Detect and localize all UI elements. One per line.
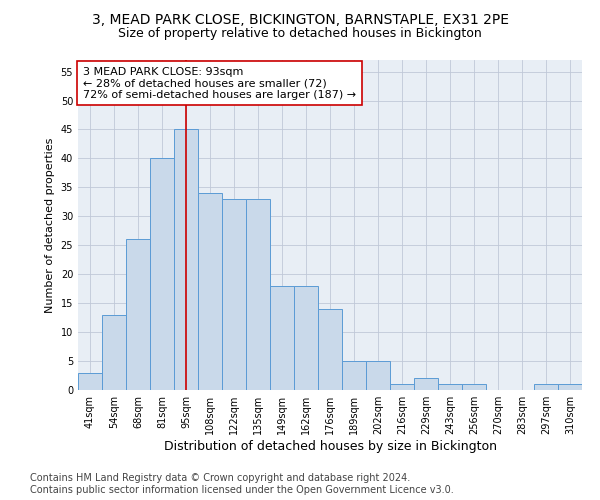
Bar	[462, 384, 486, 390]
Bar	[390, 384, 414, 390]
Y-axis label: Number of detached properties: Number of detached properties	[45, 138, 55, 312]
Bar	[294, 286, 318, 390]
Bar	[126, 240, 150, 390]
Bar	[558, 384, 582, 390]
Bar	[342, 361, 366, 390]
Bar	[222, 199, 246, 390]
Bar	[150, 158, 174, 390]
Bar	[198, 193, 222, 390]
Text: Contains HM Land Registry data © Crown copyright and database right 2024.
Contai: Contains HM Land Registry data © Crown c…	[30, 474, 454, 495]
X-axis label: Distribution of detached houses by size in Bickington: Distribution of detached houses by size …	[163, 440, 497, 453]
Bar	[78, 372, 102, 390]
Text: 3 MEAD PARK CLOSE: 93sqm
← 28% of detached houses are smaller (72)
72% of semi-d: 3 MEAD PARK CLOSE: 93sqm ← 28% of detach…	[83, 66, 356, 100]
Text: 3, MEAD PARK CLOSE, BICKINGTON, BARNSTAPLE, EX31 2PE: 3, MEAD PARK CLOSE, BICKINGTON, BARNSTAP…	[91, 12, 509, 26]
Bar	[246, 199, 270, 390]
Bar	[438, 384, 462, 390]
Text: Size of property relative to detached houses in Bickington: Size of property relative to detached ho…	[118, 28, 482, 40]
Bar	[414, 378, 438, 390]
Bar	[102, 314, 126, 390]
Bar	[174, 130, 198, 390]
Bar	[366, 361, 390, 390]
Bar	[534, 384, 558, 390]
Bar	[270, 286, 294, 390]
Bar	[318, 309, 342, 390]
